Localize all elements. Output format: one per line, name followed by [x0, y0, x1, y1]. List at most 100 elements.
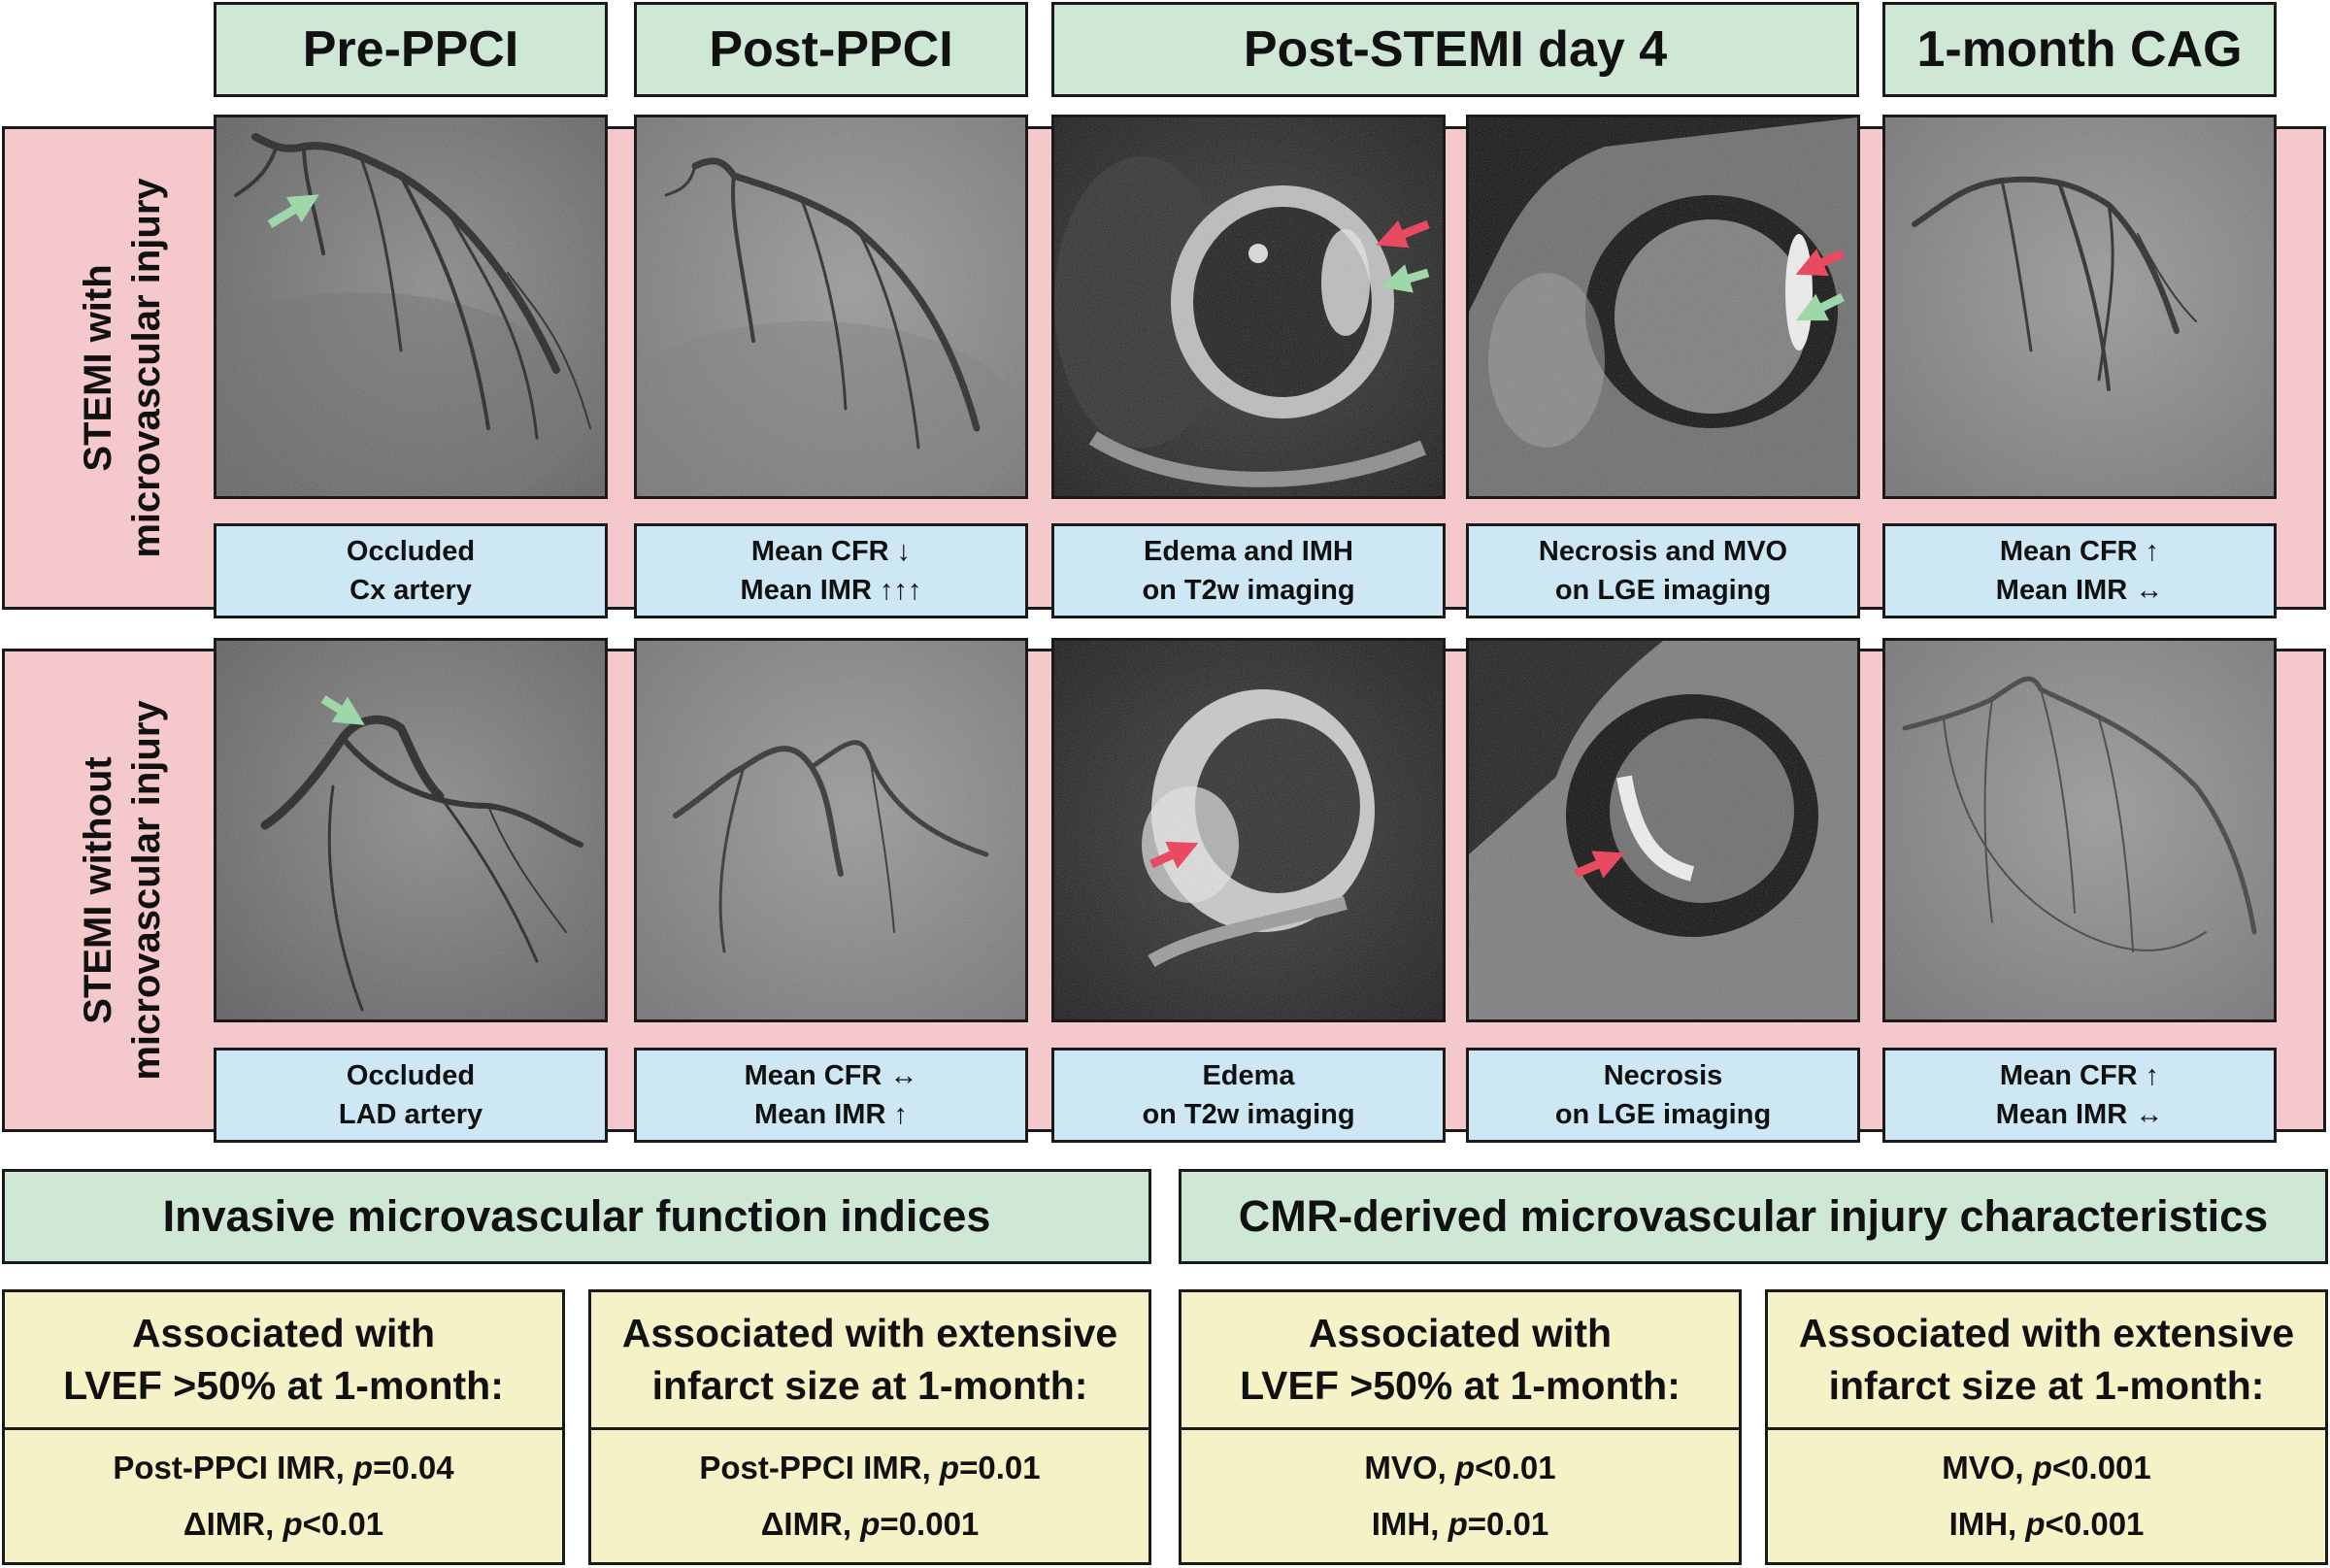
finding-line: Post-PPCI IMR, p=0.01: [699, 1440, 1040, 1496]
finding-line: MVO, p<0.001: [1942, 1440, 2151, 1496]
finding-line: MVO, p<0.01: [1364, 1440, 1555, 1496]
caption-line: Necrosis and MVO: [1538, 535, 1788, 567]
result-heading-line: infarct size at 1-month:: [651, 1362, 1088, 1408]
result-heading-line: Associated with: [131, 1311, 436, 1356]
caption-line: LAD artery: [338, 1099, 483, 1130]
result-findings: MVO, p<0.001 IMH, p<0.001: [1768, 1430, 2325, 1562]
section-header-cmr: CMR-derived microvascular injury charact…: [1179, 1169, 2328, 1264]
caption-box: Mean CFR ↑ Mean IMR ↔: [1882, 523, 2277, 618]
finding-stat: p: [860, 1506, 881, 1542]
result-findings: Post-PPCI IMR, p=0.01 ΔIMR, p=0.001: [591, 1430, 1148, 1562]
result-heading-line: Associated with: [1308, 1311, 1613, 1356]
caption-line: Mean IMR ↑↑↑: [740, 575, 922, 606]
finding-value: =0.01: [959, 1450, 1041, 1486]
row-label-with-injury: STEMI with microvascular injury: [64, 125, 181, 611]
finding-label: IMH,: [1371, 1506, 1448, 1542]
finding-stat: p: [1454, 1450, 1476, 1486]
finding-label: IMH,: [1948, 1506, 2026, 1542]
finding-label: ΔIMR,: [760, 1506, 861, 1542]
column-header-post-ppci: Post-PPCI: [634, 2, 1028, 97]
coronary-angiogram-1month: [1882, 638, 2277, 1022]
coronary-angiogram-post: [634, 115, 1028, 499]
caption-line: Edema and IMH: [1144, 535, 1353, 567]
caption-box: Necrosis and MVO on LGE imaging: [1466, 523, 1860, 618]
section-title: Invasive microvascular function indices: [162, 1191, 991, 1241]
finding-value: =0.04: [373, 1450, 454, 1486]
column-header-text: 1-month CAG: [1916, 21, 2243, 78]
caption-line: on T2w imaging: [1142, 575, 1355, 606]
caption-box: Edema and IMH on T2w imaging: [1051, 523, 1446, 618]
caption-line: Occluded: [346, 1059, 476, 1091]
caption-line: Cx artery: [350, 575, 472, 606]
caption-line: Mean CFR ↓: [750, 535, 912, 567]
finding-line: Post-PPCI IMR, p=0.04: [113, 1440, 453, 1496]
result-heading-line: Associated with extensive: [1798, 1311, 2295, 1356]
caption-line: Mean IMR ↑: [754, 1099, 908, 1130]
finding-value: <0.001: [2045, 1506, 2145, 1542]
result-box-invasive-infarct: Associated with extensive infarct size a…: [588, 1289, 1151, 1565]
result-heading-line: Associated with extensive: [621, 1311, 1118, 1356]
result-heading: Associated with LVEF >50% at 1-month:: [1182, 1292, 1739, 1430]
column-header-1month-cag: 1-month CAG: [1882, 2, 2277, 97]
cmr-lge-image: [1466, 638, 1860, 1022]
coronary-angiogram-pre: [214, 638, 608, 1022]
finding-stat: p: [2032, 1450, 2052, 1486]
result-heading-line: LVEF >50% at 1-month:: [1240, 1362, 1681, 1408]
finding-stat: p: [352, 1450, 374, 1486]
section-title: CMR-derived microvascular injury charact…: [1238, 1191, 2269, 1241]
caption-line: Edema: [1202, 1059, 1295, 1091]
caption-box: Mean CFR ↑ Mean IMR ↔: [1882, 1048, 2277, 1143]
finding-stat: p: [939, 1450, 960, 1486]
finding-value: <0.01: [1475, 1450, 1556, 1486]
caption-line: on LGE imaging: [1554, 1099, 1772, 1130]
column-header-text: Post-PPCI: [709, 21, 953, 78]
caption-line: on LGE imaging: [1554, 575, 1772, 606]
finding-value: <0.001: [2051, 1450, 2151, 1486]
row-label-line: microvascular injury: [125, 178, 168, 558]
caption-box: Necrosis on LGE imaging: [1466, 1048, 1860, 1143]
finding-stat: p: [1448, 1506, 1468, 1542]
finding-stat: p: [283, 1506, 303, 1542]
caption-line: Mean IMR ↔: [1995, 575, 2164, 606]
finding-label: Post-PPCI IMR,: [113, 1450, 353, 1486]
finding-line: IMH, p=0.01: [1372, 1496, 1549, 1552]
column-header-post-stemi-day4: Post-STEMI day 4: [1051, 2, 1859, 97]
result-heading: Associated with extensive infarct size a…: [1768, 1292, 2325, 1430]
finding-line: IMH, p<0.001: [1949, 1496, 2145, 1552]
column-header-text: Post-STEMI day 4: [1243, 21, 1668, 78]
caption-box: Mean CFR ↔ Mean IMR ↑: [634, 1048, 1028, 1143]
finding-line: ΔIMR, p<0.01: [183, 1496, 383, 1552]
finding-label: Post-PPCI IMR,: [699, 1450, 940, 1486]
result-heading-line: infarct size at 1-month:: [1828, 1362, 2265, 1408]
result-heading: Associated with LVEF >50% at 1-month:: [5, 1292, 562, 1430]
result-box-invasive-lvef: Associated with LVEF >50% at 1-month: Po…: [2, 1289, 565, 1565]
result-box-cmr-lvef: Associated with LVEF >50% at 1-month: MV…: [1179, 1289, 1742, 1565]
cmr-t2w-image: [1051, 638, 1446, 1022]
result-box-cmr-infarct: Associated with extensive infarct size a…: [1765, 1289, 2328, 1565]
coronary-angiogram-1month: [1882, 115, 2277, 499]
result-findings: Post-PPCI IMR, p=0.04 ΔIMR, p<0.01: [5, 1430, 562, 1562]
coronary-angiogram-post: [634, 638, 1028, 1022]
caption-line: Mean CFR ↑: [1999, 535, 2160, 567]
caption-box: Occluded Cx artery: [214, 523, 608, 618]
result-heading-line: LVEF >50% at 1-month:: [63, 1362, 504, 1408]
row-label-line: STEMI with: [77, 264, 119, 472]
finding-label: ΔIMR,: [183, 1506, 283, 1542]
caption-line: Necrosis: [1603, 1059, 1723, 1091]
caption-line: Occluded: [346, 535, 476, 567]
row-label-line: STEMI without: [77, 756, 119, 1024]
column-header-text: Pre-PPCI: [302, 21, 519, 78]
section-header-invasive: Invasive microvascular function indices: [2, 1169, 1151, 1264]
result-findings: MVO, p<0.01 IMH, p=0.01: [1182, 1430, 1739, 1562]
finding-label: MVO,: [1364, 1450, 1455, 1486]
caption-line: Mean IMR ↔: [1995, 1099, 2164, 1130]
result-heading: Associated with extensive infarct size a…: [591, 1292, 1148, 1430]
finding-stat: p: [2025, 1506, 2046, 1542]
caption-line: Mean CFR ↔: [744, 1059, 918, 1091]
cmr-t2w-image: [1051, 115, 1446, 499]
caption-box: Occluded LAD artery: [214, 1048, 608, 1143]
caption-box: Edema on T2w imaging: [1051, 1048, 1446, 1143]
finding-label: MVO,: [1942, 1450, 2033, 1486]
finding-line: ΔIMR, p=0.001: [761, 1496, 980, 1552]
caption-box: Mean CFR ↓ Mean IMR ↑↑↑: [634, 523, 1028, 618]
